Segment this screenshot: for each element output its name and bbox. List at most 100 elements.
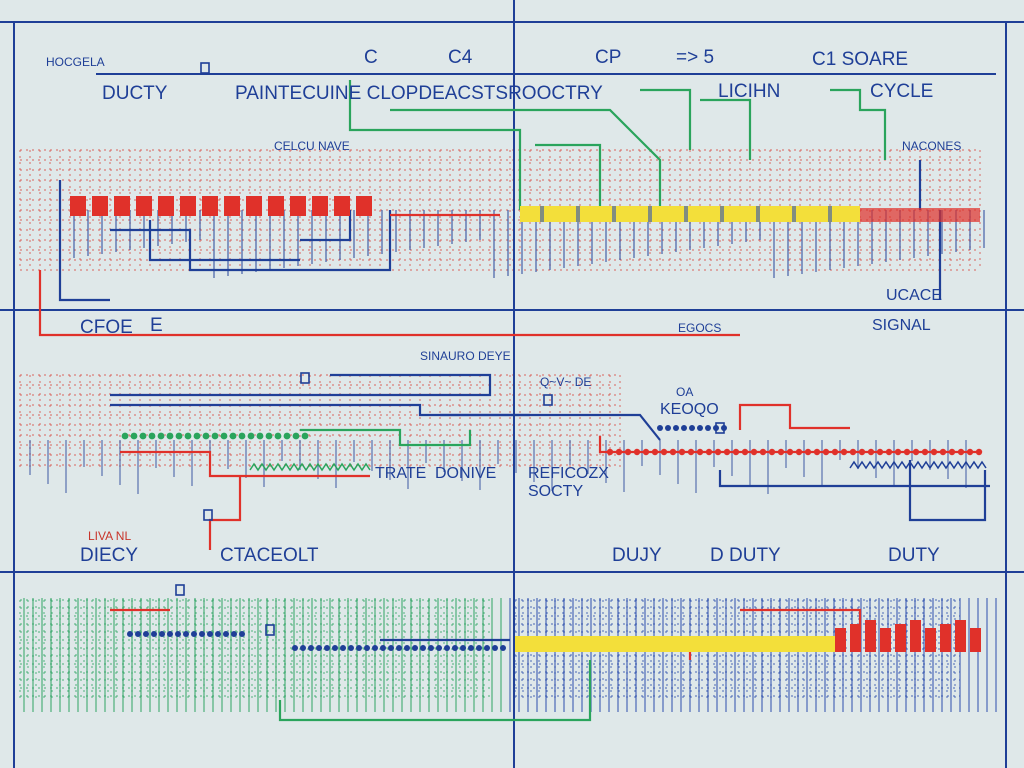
signal-dot bbox=[436, 645, 442, 651]
signal-dot bbox=[651, 448, 659, 456]
trace-path bbox=[120, 450, 370, 478]
signal-dot bbox=[229, 432, 237, 440]
bar-divider bbox=[540, 206, 544, 222]
bar-divider bbox=[576, 206, 580, 222]
signal-dot bbox=[615, 448, 623, 456]
signal-dot bbox=[157, 432, 165, 440]
signal-dot bbox=[356, 645, 362, 651]
trace-path bbox=[278, 660, 592, 722]
label-signal: SIGNAL bbox=[872, 317, 931, 334]
signal-dot bbox=[231, 631, 237, 637]
signal-bar bbox=[835, 628, 846, 652]
signal-dot bbox=[143, 631, 149, 637]
signal-dot bbox=[681, 425, 687, 431]
signal-dot bbox=[903, 448, 911, 456]
signal-dot bbox=[673, 425, 679, 431]
signal-dot bbox=[957, 448, 965, 456]
signal-dot bbox=[732, 448, 740, 456]
bar-divider bbox=[792, 206, 796, 222]
signal-dot bbox=[265, 432, 273, 440]
label-small-right: NACONES bbox=[902, 139, 962, 153]
signal-dot bbox=[139, 432, 147, 440]
signal-dot bbox=[202, 432, 210, 440]
signal-dot bbox=[238, 432, 246, 440]
signal-dot bbox=[476, 645, 482, 651]
signal-dot bbox=[657, 425, 663, 431]
signal-bar bbox=[880, 628, 891, 652]
signal-dot bbox=[759, 448, 767, 456]
signal-bar bbox=[202, 196, 218, 216]
signal-dot bbox=[199, 631, 205, 637]
label-sot: SOCTY bbox=[528, 483, 584, 500]
label-cp: CP bbox=[595, 47, 622, 68]
bar-divider bbox=[756, 206, 760, 222]
bar-divider bbox=[828, 206, 832, 222]
signal-bars bbox=[70, 196, 983, 652]
trace-path bbox=[110, 210, 392, 272]
trace-path bbox=[440, 413, 661, 441]
signal-dot bbox=[211, 432, 219, 440]
component-marker bbox=[300, 372, 310, 384]
signal-dot bbox=[184, 432, 192, 440]
trace-path bbox=[300, 210, 352, 242]
signal-dot bbox=[840, 448, 848, 456]
label-title-long: PAINTECUINE CLOPDEACSTSROOCTRY bbox=[235, 83, 603, 104]
bar-divider bbox=[684, 206, 688, 222]
signal-dot bbox=[292, 645, 298, 651]
signal-dot bbox=[606, 448, 614, 456]
signal-dot bbox=[468, 645, 474, 651]
signal-dot bbox=[867, 448, 875, 456]
signal-dot bbox=[721, 425, 727, 431]
label-gt5: => 5 bbox=[676, 47, 715, 68]
signal-dot bbox=[795, 448, 803, 456]
signal-dot bbox=[689, 425, 695, 431]
signal-dot bbox=[975, 448, 983, 456]
bar-divider bbox=[720, 206, 724, 222]
signal-bar bbox=[910, 620, 921, 652]
signal-dot bbox=[750, 448, 758, 456]
signal-dot bbox=[428, 645, 434, 651]
trace-path bbox=[300, 428, 472, 447]
signal-bar bbox=[334, 196, 350, 216]
signal-bar bbox=[850, 624, 861, 652]
trace-path bbox=[390, 108, 662, 210]
component-marker bbox=[200, 62, 210, 74]
label-corner: HOCGELA bbox=[46, 55, 105, 69]
trace-path bbox=[700, 98, 752, 160]
bar-divider bbox=[612, 206, 616, 222]
signal-dot bbox=[822, 448, 830, 456]
signal-dot bbox=[948, 448, 956, 456]
trace-path bbox=[38, 270, 740, 337]
signal-dot bbox=[939, 448, 947, 456]
signal-bar bbox=[895, 624, 906, 652]
signal-dot bbox=[697, 425, 703, 431]
signal-dot bbox=[484, 645, 490, 651]
signal-dot bbox=[633, 448, 641, 456]
label-c1: C bbox=[364, 47, 378, 68]
label-csoare: C1 SOARE bbox=[812, 49, 909, 70]
component-marker bbox=[203, 509, 213, 521]
signal-bar bbox=[290, 196, 306, 216]
label-sinauro: SINAURO DEYE bbox=[420, 349, 511, 363]
label-trate: TRATE bbox=[375, 465, 427, 482]
signal-dot bbox=[669, 448, 677, 456]
signal-dot bbox=[444, 645, 450, 651]
label-c4: C4 bbox=[448, 47, 473, 68]
signal-bar bbox=[246, 196, 262, 216]
signal-dot bbox=[256, 432, 264, 440]
signal-dot bbox=[831, 448, 839, 456]
signal-bar bbox=[92, 196, 108, 216]
trace-path bbox=[740, 608, 862, 630]
label-reric: REFICOZX bbox=[528, 465, 609, 482]
signal-dot bbox=[894, 448, 902, 456]
signal-dot bbox=[714, 448, 722, 456]
wave-path bbox=[849, 460, 987, 470]
signal-dot bbox=[364, 645, 370, 651]
signal-dot bbox=[175, 631, 181, 637]
label-oa: OA bbox=[676, 385, 694, 399]
signal-dot bbox=[388, 645, 394, 651]
signal-dot bbox=[127, 631, 133, 637]
signal-dot bbox=[332, 645, 338, 651]
signal-dot bbox=[420, 645, 426, 651]
signal-bar bbox=[925, 628, 936, 652]
